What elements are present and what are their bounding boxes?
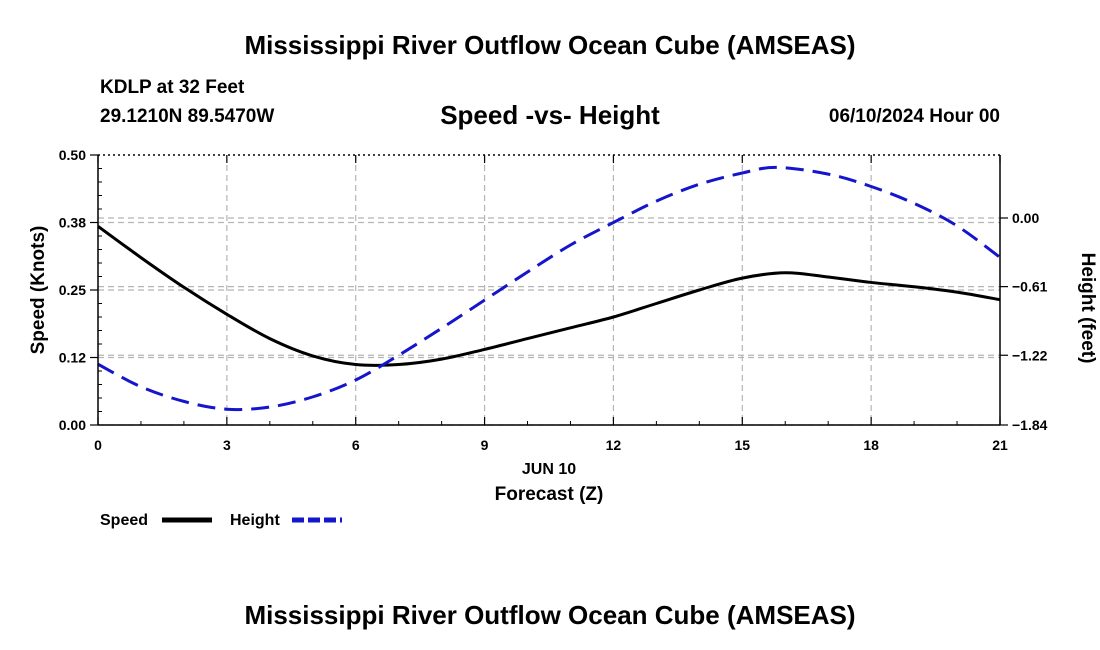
- axis-labels: 0 3 6 9 12 15 18 21 0.00 0.12 0.25 0.38 0.50 −1.84 −1.…: [28, 147, 1098, 505]
- x-tick-label: 18: [863, 437, 879, 453]
- chart-subtitle: Speed -vs- Height: [440, 100, 660, 130]
- x-tick-label: 3: [223, 437, 231, 453]
- forecast-date-label: 06/10/2024 Hour 00: [828, 106, 1000, 127]
- y-right-tick-label: −1.84: [1012, 417, 1048, 433]
- y-left-tick-label: 0.38: [59, 215, 86, 231]
- y-left-axis-title: Speed (Knots): [28, 226, 49, 355]
- y-left-tick-label: 0.12: [59, 350, 86, 366]
- y-left-tick-label: 0.25: [59, 282, 86, 298]
- legend: Speed Height: [100, 512, 342, 529]
- y-right-tick-label: 0.00: [1012, 210, 1039, 226]
- grid-lines: [98, 155, 1000, 426]
- x-axis-title: Forecast (Z): [495, 484, 604, 505]
- y-right-tick-label: −1.22: [1012, 347, 1048, 363]
- x-tick-label: 12: [606, 437, 622, 453]
- y-left-tick-label: 0.50: [59, 147, 86, 163]
- x-tick-label: 6: [352, 437, 360, 453]
- x-tick-label: 21: [992, 437, 1008, 453]
- x-tick-label: 15: [734, 437, 750, 453]
- x-tick-label: 0: [94, 437, 102, 453]
- footer-title: Mississippi River Outflow Ocean Cube (AM…: [244, 600, 856, 630]
- main-title: Mississippi River Outflow Ocean Cube (AM…: [244, 30, 856, 60]
- x-tick-label: 9: [481, 437, 489, 453]
- coordinates-label: 29.1210N 89.5470W: [100, 106, 275, 127]
- legend-label-speed: Speed: [100, 512, 148, 529]
- series-line-speed: [97, 225, 1001, 367]
- series-lines: [97, 165, 1001, 412]
- y-right-axis-title: Height (feet): [1077, 253, 1098, 364]
- x-axis-date-label: JUN 10: [522, 461, 576, 478]
- y-right-tick-label: −0.61: [1012, 279, 1048, 295]
- axis-ticks: [90, 154, 1008, 426]
- y-left-tick-label: 0.00: [59, 417, 86, 433]
- station-label: KDLP at 32 Feet: [100, 77, 245, 98]
- series-line-height: [97, 165, 1001, 412]
- legend-label-height: Height: [230, 512, 280, 529]
